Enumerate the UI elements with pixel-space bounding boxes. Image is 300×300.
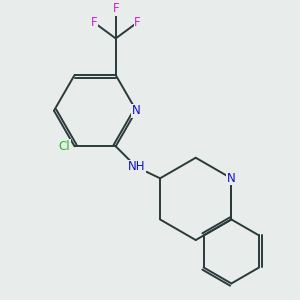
Text: F: F	[91, 16, 97, 29]
Text: NH: NH	[128, 160, 145, 173]
Text: N: N	[227, 172, 236, 185]
Text: F: F	[112, 2, 119, 15]
Text: F: F	[134, 16, 141, 29]
Text: N: N	[132, 104, 141, 117]
Text: Cl: Cl	[58, 140, 70, 153]
